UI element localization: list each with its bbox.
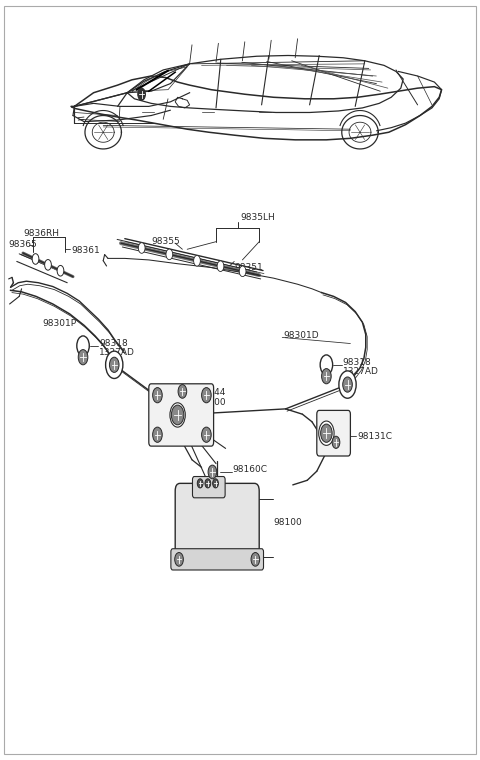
FancyBboxPatch shape [192, 477, 225, 498]
Circle shape [109, 357, 119, 372]
Circle shape [332, 436, 340, 448]
Text: 1327AD: 1327AD [99, 348, 135, 357]
Text: 98244: 98244 [198, 388, 226, 397]
Circle shape [320, 355, 333, 375]
Text: 98351: 98351 [234, 263, 263, 272]
Text: 98100: 98100 [274, 518, 302, 527]
FancyBboxPatch shape [149, 384, 214, 446]
Text: 98355: 98355 [151, 237, 180, 246]
Text: 9835LH: 9835LH [240, 213, 275, 222]
Circle shape [343, 377, 352, 392]
Circle shape [202, 427, 211, 442]
Text: 98361: 98361 [71, 246, 100, 255]
Circle shape [208, 465, 217, 479]
Text: 98301P: 98301P [42, 318, 76, 328]
Text: 98131C: 98131C [358, 432, 393, 441]
Circle shape [57, 265, 64, 276]
FancyBboxPatch shape [175, 483, 259, 561]
Circle shape [322, 369, 331, 384]
FancyBboxPatch shape [317, 410, 350, 456]
Circle shape [171, 405, 184, 425]
Text: 98365: 98365 [9, 240, 37, 249]
Circle shape [153, 388, 162, 403]
Circle shape [178, 385, 187, 398]
Circle shape [32, 254, 39, 264]
Text: 9836RH: 9836RH [23, 229, 59, 238]
Circle shape [77, 336, 89, 356]
Circle shape [175, 553, 183, 566]
Text: 98301D: 98301D [283, 331, 319, 340]
Circle shape [170, 403, 185, 427]
Circle shape [217, 261, 224, 271]
Circle shape [239, 266, 246, 277]
Circle shape [213, 479, 218, 488]
Circle shape [202, 388, 211, 403]
FancyBboxPatch shape [171, 549, 264, 570]
Circle shape [205, 479, 211, 488]
Text: 98200: 98200 [198, 398, 227, 407]
Circle shape [138, 88, 145, 100]
Circle shape [78, 350, 88, 365]
Circle shape [45, 260, 51, 271]
Circle shape [193, 255, 200, 266]
Text: 98318: 98318 [99, 339, 128, 348]
Circle shape [106, 351, 123, 378]
Circle shape [339, 371, 356, 398]
Text: 1327AD: 1327AD [343, 367, 379, 376]
Circle shape [153, 427, 162, 442]
Circle shape [197, 479, 203, 488]
Circle shape [319, 421, 334, 445]
Circle shape [251, 553, 260, 566]
Text: 98318: 98318 [343, 358, 372, 367]
Circle shape [138, 242, 145, 253]
Text: 98160C: 98160C [233, 465, 267, 474]
Circle shape [321, 424, 332, 442]
Circle shape [166, 249, 173, 260]
